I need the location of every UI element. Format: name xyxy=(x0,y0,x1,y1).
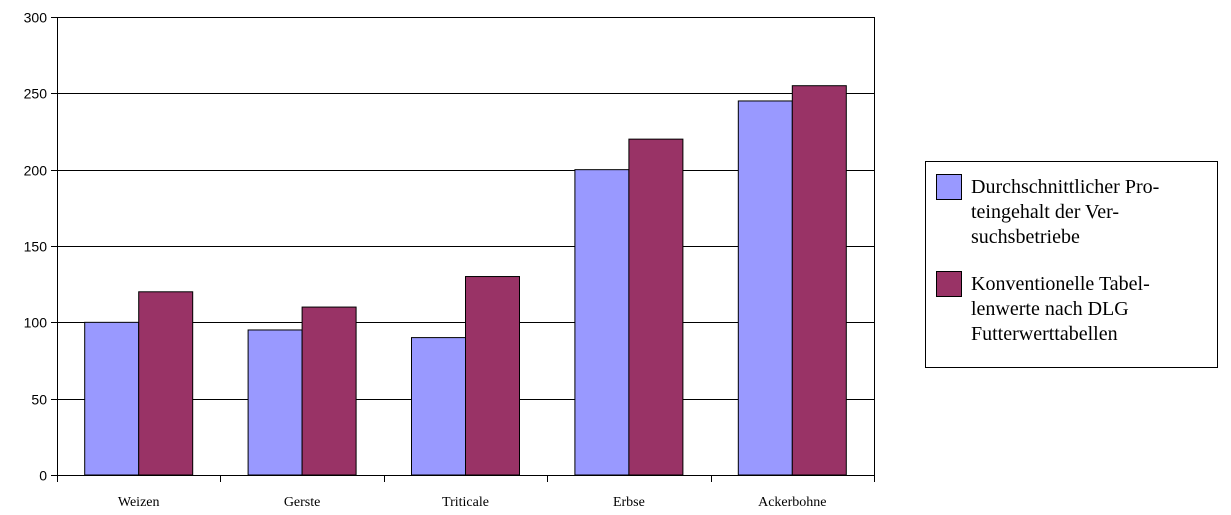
x-tick-label-ackerbohne: Ackerbohne xyxy=(758,495,826,510)
y-tick-label-0: 0 xyxy=(39,468,47,484)
axes xyxy=(57,17,875,476)
legend-label-series-1-line-2: teingehalt der Ver- xyxy=(971,201,1119,223)
bar-gerste-series-2 xyxy=(301,306,357,476)
bars xyxy=(84,85,847,476)
legend-swatch-series-1 xyxy=(936,174,962,200)
legend-label-series-1-line-3: suchsbetriebe xyxy=(971,226,1080,248)
x-tick-label-weizen: Weizen xyxy=(118,495,160,510)
bar-weizen-series-1 xyxy=(84,321,140,476)
y-tick-label-200: 200 xyxy=(24,163,48,179)
bar-triticale-series-1 xyxy=(411,337,466,476)
bar-ackerbohne-series-2 xyxy=(791,85,847,476)
y-tick-label-50: 50 xyxy=(31,392,47,408)
y-tick-label-300: 300 xyxy=(24,10,48,26)
x-tick-label-triticale: Triticale xyxy=(442,495,489,510)
legend-label-series-2-line-1: Konventionelle Tabel- xyxy=(971,273,1150,295)
legend-box xyxy=(925,161,1218,368)
legend-swatch-series-2 xyxy=(936,271,962,297)
legend-label-series-1-line-1: Durchschnittlicher Pro- xyxy=(971,176,1159,198)
x-tick-label-erbse: Erbse xyxy=(613,495,645,510)
y-tick-label-250: 250 xyxy=(24,86,48,102)
bar-ackerbohne-series-1 xyxy=(737,100,793,476)
plot-area-border xyxy=(57,17,875,476)
bar-triticale-series-2 xyxy=(465,276,520,476)
bar-erbse-series-2 xyxy=(628,138,684,476)
bar-erbse-series-1 xyxy=(574,169,630,476)
legend-label-series-2-line-3: Futterwerttabellen xyxy=(971,323,1118,345)
legend: Durchschnittlicher Pro-teingehalt der Ve… xyxy=(925,161,1218,368)
y-tick-label-100: 100 xyxy=(24,315,48,331)
y-tick-label-150: 150 xyxy=(24,239,48,255)
bar-weizen-series-2 xyxy=(138,291,194,476)
y-axis-ticks: 0 50 100 150 200 250 300 xyxy=(24,10,57,484)
x-tick-label-gerste: Gerste xyxy=(284,495,321,510)
x-axis-ticks: Weizen Gerste Triticale Erbse Ackerbohne xyxy=(57,475,875,510)
bar-gerste-series-1 xyxy=(247,329,303,476)
legend-label-series-2-line-2: lenwerte nach DLG xyxy=(971,298,1129,320)
